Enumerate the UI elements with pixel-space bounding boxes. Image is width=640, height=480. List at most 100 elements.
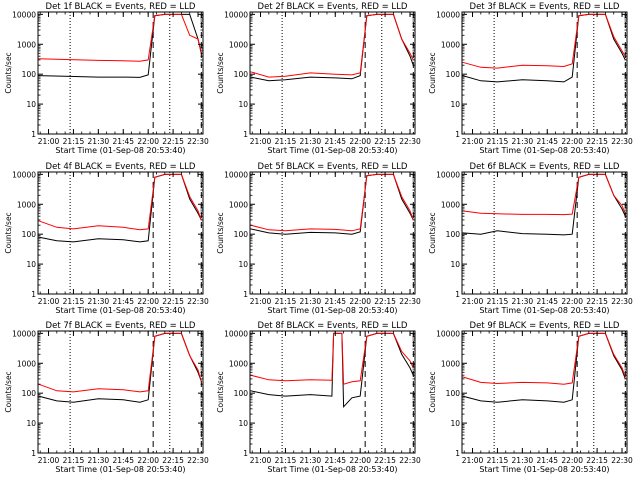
panel-det-8: Det 8f BLACK = Events, RED = LLD 1 10 100 10… — [216, 321, 421, 474]
x-tick-label: 21:00 — [250, 137, 272, 146]
series-line-events — [250, 13, 414, 82]
y-tick-label: 10000 — [224, 329, 248, 338]
panel-title: Det 1f BLACK = Events, RED = LLD — [46, 2, 196, 12]
y-tick-label: 1000 — [17, 40, 36, 49]
y-tick-label: 100 — [22, 70, 37, 79]
x-tick-label: 22:30 — [399, 297, 421, 306]
y-tick-label: 10000 — [224, 170, 248, 179]
y-tick-label: 1000 — [17, 359, 36, 368]
x-tick-label: 22:30 — [611, 137, 633, 146]
x-tick-label: 21:30 — [88, 456, 110, 465]
series-line-events — [462, 173, 626, 236]
y-axis-label: Counts/sec — [428, 212, 437, 253]
x-tick-label: 22:30 — [399, 137, 421, 146]
panel-det-1: Det 1f BLACK = Events, RED = LLD 1 10 100 10… — [4, 2, 209, 155]
x-tick-label: 22:00 — [137, 297, 159, 306]
panel-title: Det 7f BLACK = Events, RED = LLD — [46, 321, 196, 331]
y-tick-label: 10 — [238, 419, 248, 428]
x-axis-label: Start Time (01-Sep-08 20:53:40) — [55, 146, 185, 155]
plot-frame — [37, 171, 204, 295]
x-tick-label: 21:00 — [462, 137, 484, 146]
panel-det-9: Det 9f BLACK = Events, RED = LLD 1 10 100 10… — [428, 321, 633, 474]
panel-title: Det 5f BLACK = Events, RED = LLD — [258, 162, 408, 172]
x-tick-label: 22:00 — [349, 137, 371, 146]
series-line-lld — [38, 13, 202, 62]
x-tick-label: 21:00 — [38, 297, 60, 306]
x-tick-label: 21:00 — [250, 297, 272, 306]
y-tick-label: 10 — [238, 100, 248, 109]
x-tick-label: 21:45 — [112, 456, 134, 465]
series-line-events — [250, 173, 414, 235]
x-tick-label: 21:15 — [487, 456, 509, 465]
panel-title: Det 3f BLACK = Events, RED = LLD — [470, 2, 620, 12]
y-tick-label: 1 — [243, 130, 248, 139]
y-tick-label: 10000 — [12, 329, 36, 338]
x-tick-label: 21:45 — [112, 297, 134, 306]
y-tick-label: 100 — [446, 389, 461, 398]
x-tick-label: 22:30 — [399, 456, 421, 465]
y-tick-label: 10 — [450, 100, 460, 109]
y-tick-label: 10 — [238, 260, 248, 269]
x-tick-label: 22:00 — [137, 456, 159, 465]
x-tick-label: 21:45 — [324, 456, 346, 465]
x-tick-label: 21:15 — [487, 137, 509, 146]
series-line-lld — [38, 332, 202, 393]
y-tick-label: 1000 — [441, 359, 460, 368]
x-axis-label: Start Time (01-Sep-08 20:53:40) — [479, 146, 609, 155]
y-tick-label: 10000 — [224, 10, 248, 19]
y-tick-label: 10000 — [12, 170, 36, 179]
x-tick-label: 21:00 — [38, 137, 60, 146]
series-line-events — [38, 173, 202, 243]
y-tick-label: 10 — [26, 260, 36, 269]
x-axis-label: Start Time (01-Sep-08 20:53:40) — [55, 306, 185, 315]
y-tick-label: 100 — [22, 230, 37, 239]
series-line-lld — [250, 332, 414, 385]
x-tick-label: 22:00 — [137, 137, 159, 146]
y-axis-label: Counts/sec — [216, 52, 225, 93]
x-tick-label: 21:00 — [462, 297, 484, 306]
x-axis-label: Start Time (01-Sep-08 20:53:40) — [267, 146, 397, 155]
x-tick-label: 22:15 — [374, 297, 396, 306]
x-tick-label: 22:00 — [349, 297, 371, 306]
x-tick-label: 22:15 — [162, 137, 184, 146]
x-tick-label: 21:30 — [512, 297, 534, 306]
y-tick-label: 10000 — [436, 170, 460, 179]
y-tick-label: 10 — [26, 100, 36, 109]
panel-title: Det 8f BLACK = Events, RED = LLD — [258, 321, 408, 331]
x-axis-label: Start Time (01-Sep-08 20:53:40) — [479, 465, 609, 474]
y-tick-label: 100 — [234, 70, 249, 79]
series-line-lld — [462, 173, 626, 216]
y-tick-label: 1 — [455, 130, 460, 139]
y-tick-label: 1 — [455, 290, 460, 299]
y-axis-label: Counts/sec — [4, 212, 13, 253]
x-tick-label: 22:30 — [187, 456, 209, 465]
y-tick-label: 100 — [22, 389, 37, 398]
x-tick-label: 21:45 — [536, 137, 558, 146]
panel-title: Det 9f BLACK = Events, RED = LLD — [470, 321, 620, 331]
x-tick-label: 22:15 — [162, 456, 184, 465]
x-tick-label: 21:15 — [63, 456, 85, 465]
x-tick-label: 22:00 — [349, 456, 371, 465]
x-tick-label: 22:15 — [162, 297, 184, 306]
y-tick-label: 10000 — [436, 10, 460, 19]
y-tick-label: 1 — [243, 290, 248, 299]
series-line-events — [462, 13, 626, 83]
series-line-lld — [462, 332, 626, 385]
y-tick-label: 1000 — [441, 40, 460, 49]
panel-det-7: Det 7f BLACK = Events, RED = LLD 1 10 100 10… — [4, 321, 209, 474]
panel-det-4: Det 4f BLACK = Events, RED = LLD 1 10 100 10… — [4, 162, 209, 315]
plot-frame — [249, 11, 416, 135]
y-axis-label: Counts/sec — [216, 212, 225, 253]
x-tick-label: 21:45 — [324, 137, 346, 146]
series-line-events — [462, 332, 626, 403]
y-tick-label: 10 — [450, 260, 460, 269]
plot-frame — [461, 330, 628, 454]
panel-det-6: Det 6f BLACK = Events, RED = LLD 1 10 100 10… — [428, 162, 633, 315]
y-tick-label: 100 — [446, 230, 461, 239]
panel-title: Det 6f BLACK = Events, RED = LLD — [470, 162, 620, 172]
y-tick-label: 1 — [31, 290, 36, 299]
x-tick-label: 22:30 — [187, 297, 209, 306]
panel-title: Det 4f BLACK = Events, RED = LLD — [46, 162, 196, 172]
y-axis-label: Counts/sec — [428, 371, 437, 412]
y-tick-label: 10000 — [12, 10, 36, 19]
